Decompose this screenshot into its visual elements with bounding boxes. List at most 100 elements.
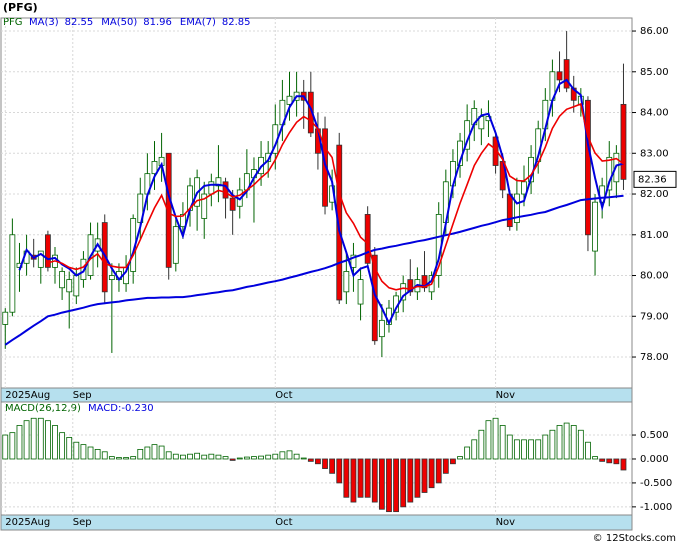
macd-bar [172,453,179,460]
candle-body [66,279,73,293]
y-tick-label: -1.000 [640,502,672,513]
candle-body [421,275,428,289]
macd-title: MACD(26,12,9) [5,403,81,414]
legend-value: 81.96 [143,17,172,28]
candle-body [492,136,499,166]
candle-body [9,234,16,313]
y-tick-label: -0.500 [640,478,672,489]
indicator-line [18,78,624,326]
macd-bar [201,454,208,460]
macd-bar [215,454,222,460]
macd-bar [243,456,250,460]
macd-bar [428,458,435,489]
x-tick-label: Oct [275,390,292,401]
macd-bar [9,432,16,460]
candle-body [172,226,179,264]
macd-bar [400,458,407,508]
macd-bar [577,429,584,460]
macd-bar [521,439,527,460]
y-tick-label: 84.00 [640,108,669,119]
macd-bar [293,453,300,460]
macd-bar [158,445,165,460]
indicator-line [47,102,624,291]
price-panel [0,17,633,389]
macd-bar [357,458,364,498]
candle-body [506,193,513,228]
candle-body [513,193,520,223]
y-tick-label: 86.00 [640,26,669,37]
macd-bar [513,439,520,460]
x-tick-label: Oct [275,517,292,528]
macd-bar [336,458,343,484]
macd-bar [499,425,506,460]
macd-bar [116,457,122,460]
macd-bar [80,444,87,460]
macd-bar [307,458,314,462]
macd-bar [549,429,556,460]
candle-body [208,181,215,195]
macd-bar [66,437,73,460]
macd-bar [563,422,570,460]
candle-body [108,275,115,281]
x-tick-label: Nov [496,517,516,528]
macd-bar [485,420,492,460]
macd-bar [542,434,549,460]
macd-bar [364,458,371,498]
candle-body [44,234,51,268]
y-tick-label: 81.00 [640,230,669,241]
macd-bar [471,439,478,460]
y-tick-label: 85.00 [640,67,669,78]
macd-bar [30,417,37,460]
macd-bar [492,417,499,460]
macd-bar [130,456,137,460]
macd-bar [108,456,115,460]
legend-name: MA(50) [101,17,137,28]
y-tick-label: 79.00 [640,311,669,322]
legend-name: MA(3) [29,17,59,28]
y-tick-label: 82.00 [640,189,669,200]
last-price-box [633,170,677,188]
macd-bar [329,458,336,474]
y-tick-label: 83.00 [640,148,669,159]
macd-bar [322,458,328,469]
macd-bar [258,455,264,460]
y-tick-label: 0.500 [640,430,669,441]
x-tick-label: 2025Aug [5,390,50,401]
date-strip [0,387,633,403]
x-tick-label: Nov [496,390,516,401]
macd-bar [272,453,279,460]
candle-body [73,275,80,297]
macd-bar [59,432,66,460]
macd-bar [464,446,471,460]
macd-bar [528,439,534,460]
legend-name: EMA(7) [180,17,216,28]
x-tick-label: 2025Aug [5,517,50,528]
last-price-label: 82.36 [638,174,667,185]
candle-body [556,71,563,81]
macd-value: MACD:-0.230 [88,403,154,414]
macd-bar [450,458,456,465]
candle-body [307,91,314,134]
candle-body [286,95,293,105]
macd-bar [251,456,257,460]
macd-bar [585,441,591,460]
legend-value: 82.55 [65,17,94,28]
footer: © 12Stocks.com [593,533,676,544]
macd-bar [151,444,158,460]
candle-body [357,279,364,305]
macd-bar [44,420,51,460]
candle-body [521,181,527,195]
macd-bar [222,456,229,460]
date-strip [0,514,633,531]
chart-title: (PFG) [3,1,38,14]
macd-bar [236,457,243,460]
macd-bar [535,439,542,460]
legend-symbol: PFG [3,17,23,28]
macd-bar [23,420,30,460]
macd-bar [137,449,144,460]
x-tick-label: Sep [73,390,92,401]
legend-value: 82.85 [222,17,251,28]
candle-body [229,197,236,211]
macd-bar [506,434,513,460]
